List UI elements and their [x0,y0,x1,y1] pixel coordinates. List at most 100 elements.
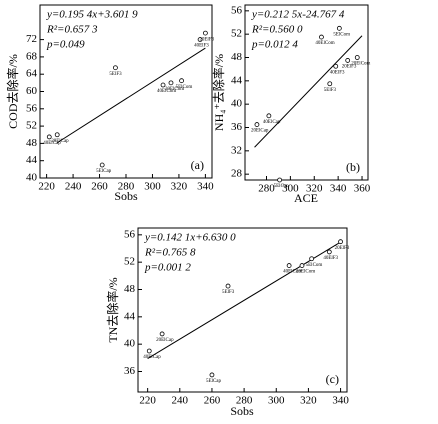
point-label: 40ElCom [157,89,176,94]
annotation: R²=0.765 8 [144,247,196,259]
point-label: 20ElF3 [335,246,350,251]
point-label: 40ElCap [263,120,281,125]
point [326,249,332,255]
panel-label: (b) [346,160,360,174]
x-axis-label: ACE [294,191,318,205]
point-label: 40ElF3 [330,70,345,75]
point-label: 40ElCap [143,355,161,360]
y-tick-label: 28 [231,168,243,180]
annotation: y=0.195 4x+3.601 9 [46,9,138,21]
x-tick-label: 220 [139,395,156,407]
point [277,177,283,183]
point [345,58,351,63]
point-label: 20ElCom [165,87,184,92]
y-tick-label: 40 [26,172,38,184]
point-label: 5ElCap [96,169,111,174]
point [336,25,342,31]
point [309,256,315,262]
point-label: 20ElCap [156,338,174,343]
y-tick-label: 48 [124,283,136,295]
point [159,331,165,337]
point-label: 40ElCom [283,270,302,275]
point-label: 5ElCom [306,263,323,268]
x-axis-label: Sobs [114,189,138,203]
point-label: 5ElF3 [324,88,337,93]
x-tick-label: 360 [354,183,371,195]
point [146,348,152,354]
x-tick-label: 300 [268,395,285,407]
x-tick-label: 340 [330,183,347,195]
x-tick-label: 320 [300,395,317,407]
point [197,37,203,42]
point-label: 40ElF3 [323,256,338,261]
point [299,263,305,268]
x-axis-label: Sobs [230,404,254,418]
y-tick-label: 40 [124,338,136,350]
point [266,113,272,119]
point-label: 5ElCap [274,184,289,189]
y-tick-label: 48 [26,137,38,149]
point [333,63,339,69]
point [160,82,166,88]
y-tick-label: 68 [26,50,38,62]
point-label: 5ElCap [206,379,221,384]
point [179,78,184,84]
point [99,162,105,168]
point [254,122,260,127]
y-tick-label: 44 [231,74,243,86]
y-axis-label: COD去除率/% [5,54,20,129]
annotation: y=0.212 5x-24.767 4 [251,9,345,21]
y-tick-label: 44 [124,310,136,322]
annotation: p=0.012 4 [251,39,298,51]
x-tick-label: 340 [332,395,349,407]
point-label: 20ElCom [351,62,370,67]
point-label: 20ElCom [296,270,315,275]
y-tick-label: 48 [231,51,243,63]
y-tick-label: 52 [26,120,37,132]
y-axis-label: NH₄⁺去除率/% [211,54,226,131]
plot-frame [244,4,369,181]
panel: 280 300 320 340 360 28 32 36 40 44 48 52 56 ACE NH₄⁺去除… [211,4,371,204]
point [319,34,324,40]
x-tick-label: 300 [144,181,161,193]
annotation: R²=0.560 0 [251,24,303,36]
panel: 220 240 260 280 300 320 340 40 44 48 52 56 60 64 68 72 S… [5,4,215,203]
y-tick-label: 36 [124,365,136,377]
point-label: 20ElF3 [199,37,214,42]
point [327,81,333,87]
point [54,132,60,138]
point-label: 40ElCom [315,41,334,46]
y-tick-label: 36 [231,121,243,133]
fit-line [254,35,363,148]
point-label: 40ElF3 [194,44,209,49]
y-tick-label: 52 [231,28,242,40]
point-label: 5ElCom [333,32,350,37]
annotation: p=0.049 [46,39,85,51]
point [46,134,52,140]
annotation: R²=0.657 3 [46,24,98,36]
point-label: 20ElCap [51,139,69,144]
fit-line [147,241,341,360]
annotation: p=0.001 2 [144,262,191,274]
y-tick-label: 60 [26,85,38,97]
plot-frame [137,227,348,393]
point [202,30,208,36]
y-axis-label: TN去除率/% [105,277,120,342]
point [168,80,174,86]
y-tick-label: 52 [124,256,135,268]
x-tick-label: 300 [282,183,299,195]
panel-label: (c) [326,372,339,386]
point [338,239,343,245]
y-tick-label: 44 [26,154,38,166]
point-label: 5ElCom [176,85,193,90]
y-tick-label: 32 [231,144,242,156]
point-label: 5ElF3 [109,72,122,77]
annotation: y=0.142 1x+6.630 0 [144,232,236,244]
panel-label: (a) [191,158,204,172]
x-tick-label: 240 [172,395,189,407]
point [354,55,360,60]
y-tick-label: 56 [231,4,243,16]
point-label: 40ElCap [43,141,61,146]
x-tick-label: 280 [118,181,135,193]
